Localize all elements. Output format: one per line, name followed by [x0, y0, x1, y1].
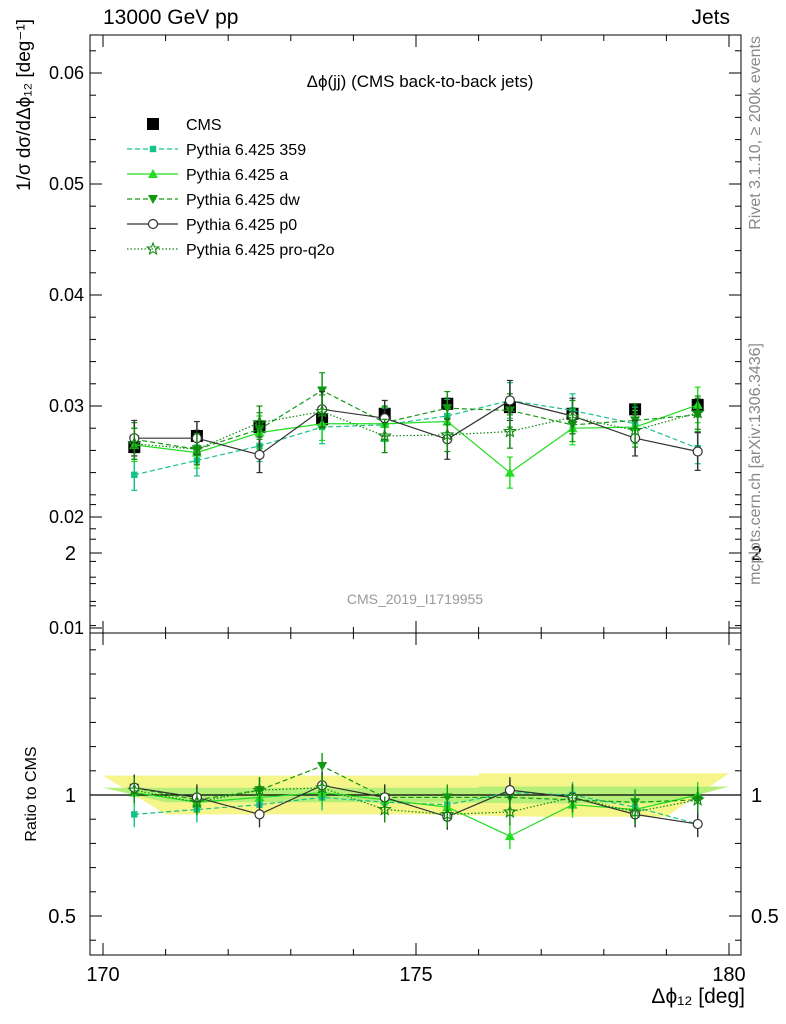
ratio-axis-ticks: 0.5 0.5 1 1 2 2 170 175 180	[48, 504, 779, 986]
ratio-point-proq2o	[440, 806, 455, 821]
ratio-point-dw	[317, 761, 328, 771]
ratio-line-p0	[134, 784, 698, 825]
legend-item-p359: Pythia 6.425 359	[127, 142, 306, 159]
ratio-point-proq2o	[377, 801, 392, 816]
legend-label-p0: Pythia 6.425 p0	[186, 217, 297, 234]
legend-item-cms: CMS	[147, 117, 222, 134]
point-proq2o	[127, 436, 142, 450]
ratio-y-tick-label-right: 1	[751, 785, 762, 807]
series-line-dw	[134, 389, 698, 450]
point-p0	[254, 449, 265, 460]
ratio-y-axis-label: Ratio to CMS	[23, 746, 40, 841]
ratio-point-proq2o	[189, 794, 205, 809]
point-dw	[317, 386, 328, 396]
ratio-line-a	[134, 791, 698, 837]
series-proq2o	[127, 394, 705, 466]
main-y-axis-label: 1/σ dσ/dΔϕ₁₂ [deg⁻¹]	[14, 19, 35, 191]
ratio-series-group	[127, 752, 705, 850]
main-axis-ticks: 0.01 0.02 0.03 0.04 0.05 0.06	[49, 35, 741, 638]
point-proq2o	[627, 422, 643, 437]
side-text-top: Rivet 3.1.10, ≥ 200k events	[747, 36, 764, 230]
series-p359	[131, 382, 701, 491]
point-p359	[131, 471, 138, 479]
ratio-point-a	[504, 831, 515, 841]
ratio-point-proq2o	[314, 780, 330, 794]
ratio-point-proq2o	[252, 782, 267, 797]
legend-label-cms: CMS	[186, 117, 222, 134]
series-line-p359	[134, 399, 698, 476]
ratio-point-p0	[504, 785, 515, 796]
header-left: 13000 GeV pp	[103, 6, 239, 29]
point-proq2o	[377, 428, 392, 442]
main-y-tick-label: 0.05	[49, 174, 84, 194]
x-tick-label: 180	[712, 964, 745, 986]
point-a	[504, 467, 515, 477]
legend-marker-dw	[148, 195, 158, 204]
x-axis-label: Δϕ₁₂ [deg]	[651, 985, 745, 1008]
legend-label-p359: Pythia 6.425 359	[186, 142, 306, 159]
ratio-point-proq2o	[627, 804, 643, 819]
ratio-point-p0	[254, 809, 265, 820]
series-dw	[129, 372, 703, 466]
legend-label-dw: Pythia 6.425 dw	[186, 192, 300, 209]
main-y-tick-label: 0.04	[49, 285, 84, 305]
main-y-tick-label: 0.03	[49, 396, 84, 416]
point-dw	[442, 404, 453, 414]
ratio-point-proq2o	[690, 792, 705, 806]
point-proq2o	[252, 415, 267, 429]
legend-marker-p359	[149, 145, 157, 153]
legend-item-a: Pythia 6.425 a	[127, 167, 288, 184]
legend-item-p0: Pythia 6.425 p0	[127, 217, 297, 234]
legend: CMS Pythia 6.425 359 Pythia 6.425 a Pythia …	[127, 117, 335, 259]
point-proq2o	[440, 427, 455, 441]
ratio-point-dw	[442, 793, 453, 803]
side-text-bottom: mcplots.cern.ch [arXiv:1306.3436]	[747, 343, 764, 585]
ratio-y-tick-label-right: 0.5	[751, 906, 779, 928]
main-y-tick-label: 0.06	[49, 63, 84, 83]
ratio-line-dw	[134, 765, 698, 803]
main-y-tick-label: 0.02	[49, 507, 84, 527]
ratio-line-proq2o	[134, 787, 698, 815]
ratio-y-tick-label: 0.5	[48, 906, 76, 928]
point-proq2o	[502, 423, 518, 438]
point-proq2o	[315, 404, 330, 418]
legend-marker-p0	[147, 218, 159, 230]
chart-title: Δϕ(jj) (CMS back-to-back jets)	[307, 72, 534, 91]
point-proq2o	[690, 405, 705, 419]
main-y-tick-label: 0.01	[49, 618, 84, 638]
legend-item-proq2o: Pythia 6.425 pro-q2o	[127, 241, 335, 259]
legend-label-proq2o: Pythia 6.425 pro-q2o	[186, 242, 335, 259]
ratio-point-p0	[692, 818, 703, 830]
legend-marker-cms	[147, 118, 159, 130]
point-proq2o	[565, 409, 580, 424]
ratio-y-tick-label-right: 2	[751, 543, 762, 565]
ratio-point-p359	[131, 811, 138, 818]
ratio-point-proq2o	[127, 782, 142, 797]
point-proq2o	[189, 441, 205, 456]
ratio-series-proq2o	[127, 774, 705, 828]
point-p0	[692, 446, 703, 457]
series-line-proq2o	[134, 410, 698, 450]
header-right: Jets	[691, 6, 730, 29]
x-tick-label: 170	[86, 964, 119, 986]
ratio-point-proq2o	[502, 804, 518, 819]
ratio-y-tick-label: 2	[65, 543, 76, 565]
legend-label-a: Pythia 6.425 a	[186, 167, 288, 184]
series-a	[129, 386, 703, 489]
ratio-y-tick-label: 1	[65, 785, 76, 807]
legend-item-dw: Pythia 6.425 dw	[127, 192, 300, 209]
legend-marker-a	[148, 169, 158, 178]
series-cms	[128, 397, 704, 454]
main-series-group	[127, 372, 705, 491]
x-tick-label: 175	[399, 964, 432, 986]
ratio-point-proq2o	[565, 789, 580, 804]
series-p0	[129, 379, 703, 474]
point-p0	[504, 395, 515, 406]
legend-marker-proq2o	[145, 241, 161, 256]
watermark: CMS_2019_I1719955	[347, 591, 483, 607]
series-line-p0	[134, 399, 698, 456]
